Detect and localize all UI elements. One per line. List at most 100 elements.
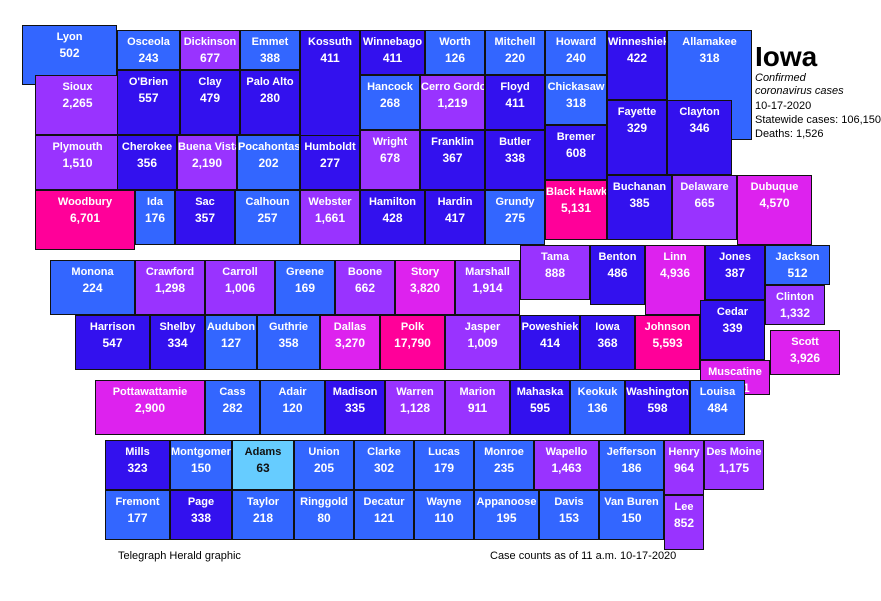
county-name: Lucas (428, 446, 460, 458)
county-name: Decatur (363, 496, 405, 508)
county-name: Cherokee (121, 141, 173, 153)
county-carroll: Carroll 1,006 (205, 260, 275, 315)
county-sac: Sac 357 (175, 190, 235, 245)
county-name: Bremer (556, 131, 596, 143)
county-cherokee: Cherokee 356 (117, 135, 177, 190)
county-case-count: 367 (442, 151, 463, 165)
statewide-cases-value: 106,150 (841, 114, 881, 126)
county-jefferson: Jefferson 186 (599, 440, 664, 490)
county-cerro-gordo: Cerro Gordo 1,219 (420, 75, 485, 130)
county-calhoun: Calhoun 257 (235, 190, 300, 245)
county-lee: Lee 852 (664, 495, 704, 550)
county-name: Mills (125, 446, 150, 458)
county-name: Iowa (595, 321, 620, 333)
county-case-count: 911 (467, 401, 488, 415)
county-winneshiek: Winneshiek 422 (607, 30, 667, 100)
county-osceola: Osceola 243 (117, 30, 180, 70)
county-name: Union (308, 446, 340, 458)
county-name: Keokuk (577, 386, 618, 398)
county-appanoose: Appanoose 195 (474, 490, 539, 540)
county-case-count: 1,175 (718, 461, 750, 475)
county-dubuque: Dubuque 4,570 (737, 175, 812, 245)
county-name: Buena Vista (178, 141, 237, 153)
county-case-count: 282 (222, 401, 243, 415)
county-name: Ida (147, 196, 163, 208)
county-name: Emmet (251, 36, 289, 48)
county-name: O'Brien (128, 76, 169, 88)
county-jasper: Jasper 1,009 (445, 315, 520, 370)
county-name: Ringgold (300, 496, 348, 508)
county-case-count: 1,006 (224, 281, 256, 295)
county-greene: Greene 169 (275, 260, 335, 315)
county-case-count: 358 (278, 336, 299, 350)
county-union: Union 205 (294, 440, 354, 490)
county-case-count: 411 (505, 96, 525, 110)
county-name: Cedar (716, 306, 749, 318)
county-case-count: 318 (699, 51, 720, 65)
county-name: Appanoose (476, 496, 537, 508)
county-name: Carroll (222, 266, 258, 278)
county-name: Madison (332, 386, 378, 398)
county-case-count: 385 (629, 196, 650, 210)
county-case-count: 411 (320, 51, 340, 65)
county-buchanan: Buchanan 385 (607, 175, 672, 240)
county-case-count: 224 (82, 281, 103, 295)
county-o-brien: O'Brien 557 (117, 70, 180, 135)
county-name: Worth (439, 36, 471, 48)
county-case-count: 176 (144, 211, 166, 225)
county-name: Osceola (127, 36, 170, 48)
county-name: Shelby (159, 321, 196, 333)
county-case-count: 417 (444, 211, 466, 225)
county-name: Monroe (484, 446, 524, 458)
county-name: Henry (668, 446, 700, 458)
county-case-count: 2,900 (134, 401, 166, 415)
county-case-count: 346 (689, 121, 710, 135)
county-name: Story (410, 266, 440, 278)
county-hamilton: Hamilton 428 (360, 190, 425, 245)
county-lucas: Lucas 179 (414, 440, 474, 490)
county-ringgold: Ringgold 80 (294, 490, 354, 540)
county-case-count: 1,219 (437, 96, 468, 110)
county-name: Monona (71, 266, 114, 278)
county-grundy: Grundy 275 (485, 190, 545, 245)
county-story: Story 3,820 (395, 260, 455, 315)
county-case-count: 479 (199, 91, 221, 105)
county-monona: Monona 224 (50, 260, 135, 315)
county-name: Floyd (500, 81, 530, 93)
county-name: Linn (663, 251, 687, 263)
county-case-count: 202 (258, 156, 279, 170)
county-hardin: Hardin 417 (425, 190, 485, 245)
county-case-count: 1,332 (779, 306, 811, 320)
county-clarke: Clarke 302 (354, 440, 414, 490)
county-name: Wright (372, 136, 408, 148)
county-name: Clay (198, 76, 222, 88)
graphic-credit: Telegraph Herald graphic (118, 550, 241, 562)
county-case-count: 323 (127, 461, 148, 475)
county-case-count: 1,009 (467, 336, 498, 350)
county-case-count: 852 (673, 516, 695, 530)
county-name: Washington (626, 386, 689, 398)
county-name: Sac (195, 196, 215, 208)
county-name: Dubuque (750, 181, 799, 193)
county-humboldt: Humboldt 277 (300, 135, 360, 190)
county-name: Van Buren (604, 496, 659, 508)
county-case-count: 120 (282, 401, 303, 415)
county-name: Clarke (367, 446, 401, 458)
county-ida: Ida 176 (135, 190, 175, 245)
county-case-count: 338 (190, 511, 212, 525)
county-decatur: Decatur 121 (354, 490, 414, 540)
county-case-count: 179 (433, 461, 455, 475)
county-fremont: Fremont 177 (105, 490, 170, 540)
county-case-count: 1,510 (62, 156, 93, 170)
county-name: Boone (347, 266, 383, 278)
county-taylor: Taylor 218 (232, 490, 294, 540)
county-des-moine: Des Moine 1,175 (704, 440, 764, 490)
county-case-count: 422 (626, 51, 648, 65)
county-name: Buchanan (612, 181, 667, 193)
deaths-value: 1,526 (795, 128, 824, 140)
county-case-count: 356 (136, 156, 158, 170)
county-keokuk: Keokuk 136 (570, 380, 625, 435)
county-case-count: 677 (199, 51, 221, 65)
county-case-count: 2,265 (62, 96, 93, 110)
county-case-count: 1,463 (551, 461, 582, 475)
